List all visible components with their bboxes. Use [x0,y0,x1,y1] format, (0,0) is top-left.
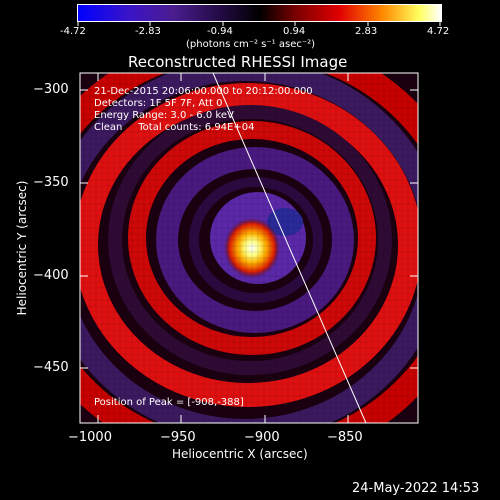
y-tick-label: −300 [33,82,69,97]
x-tick-label: −1000 [68,430,112,445]
x-axis-ticks [97,73,349,423]
colorbar-tick-label: 4.72 [427,26,450,37]
colorbar-tick-label: -0.94 [207,26,233,37]
x-tick-label: −950 [160,430,196,445]
render-timestamp: 24-May-2022 14:53 [352,481,480,496]
info-detectors: Detectors: 1F 5F 7F, Att 0 [94,98,223,109]
y-tick-label: −450 [33,360,69,375]
peak-position-label: Position of Peak = [-908,-388] [94,397,244,408]
y-axis-ticks [80,89,418,369]
y-axis-label: Heliocentric Y (arcsec) [15,180,29,316]
colorbar-tick-label: 2.83 [355,26,378,37]
colorbar-unit-label: (photons cm⁻² s⁻¹ asec⁻²) [186,39,316,50]
x-tick-label: −900 [244,430,280,445]
colorbar-tick-label: 0.94 [283,26,306,37]
colorbar [77,4,442,22]
y-tick-label: −400 [33,268,69,283]
image-rings [80,73,418,423]
y-tick-label: −350 [33,175,69,190]
info-energy-range: Energy Range: 3.0 - 6.0 keV [94,110,234,121]
solar-limb-line [212,72,367,424]
info-total-counts: Clean Total counts: 6.94E+04 [94,122,255,133]
colorbar-tick-label: -4.72 [60,26,86,37]
x-tick-label: −850 [327,430,363,445]
plot-frame [79,72,419,424]
x-axis-label: Heliocentric X (arcsec) [172,447,308,461]
info-time-range: 21-Dec-2015 20:06:00.000 to 20:12:00.000 [94,86,313,97]
plot-title: Reconstructed RHESSI Image [128,53,348,71]
colorbar-tick-label: -2.83 [135,26,161,37]
